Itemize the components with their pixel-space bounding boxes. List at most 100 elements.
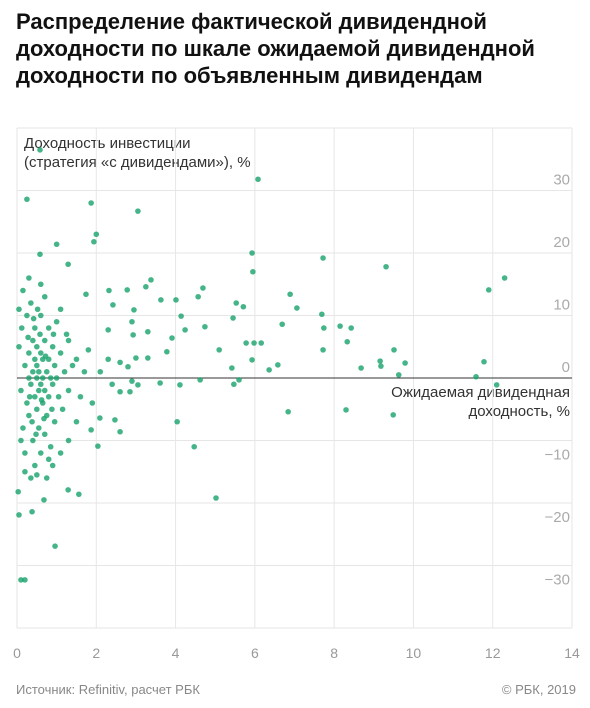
point [24,312,30,319]
point [22,450,28,456]
point [26,275,32,281]
x-tick-label: 14 [564,645,580,661]
point [173,297,179,303]
point [65,387,72,394]
point [57,350,64,356]
point [230,315,236,321]
x-tick-label: 4 [172,645,180,661]
point [30,337,36,344]
point [47,443,54,450]
point [34,472,40,478]
point [377,358,383,364]
point [32,462,38,469]
x-tick-label: 8 [330,645,338,661]
point [105,327,111,333]
point [65,337,72,344]
point [88,200,94,206]
point [37,331,43,338]
x-axis-label: Ожидаемая дивидендная [391,384,570,401]
point [57,306,64,313]
point [16,512,22,518]
point [52,543,58,549]
point [49,343,56,350]
point [39,375,46,381]
point [158,297,164,303]
point [18,577,24,583]
point [77,393,84,400]
point [20,425,26,431]
point [29,508,35,515]
point [266,367,272,373]
point [105,356,111,363]
point [37,281,44,288]
point [24,196,30,203]
point [24,400,30,406]
point [169,335,175,341]
point [18,325,25,331]
point [229,365,235,371]
point [485,287,492,293]
point [240,303,247,310]
point [30,437,36,444]
point [287,291,293,298]
point [73,418,80,425]
point [38,397,45,403]
point [135,382,141,388]
point [395,372,402,378]
point [26,350,32,356]
point [32,325,38,331]
point [195,293,201,300]
point [65,261,71,268]
y-tick-label: −30 [545,572,570,589]
point [320,255,326,261]
point [43,368,50,375]
y-tick-label: −20 [545,509,570,526]
point [236,377,242,383]
point [251,340,257,346]
point [112,417,118,423]
point [51,362,58,369]
y-axis-label: Доходность инвестиции [24,135,190,152]
point [129,378,135,384]
point [37,147,43,153]
point [26,412,32,419]
point [117,359,123,366]
point [47,375,54,381]
point [93,231,100,238]
point [131,307,137,313]
point [320,347,326,353]
point [49,381,56,388]
y-tick-label: 20 [553,234,570,251]
point [258,340,265,346]
point [501,275,508,281]
point [37,312,44,319]
point [28,475,34,481]
point [127,388,133,395]
point [473,373,479,380]
point [110,302,116,308]
point [41,497,47,503]
point [28,300,34,306]
point [275,362,281,368]
point [16,343,22,350]
point [51,418,58,425]
point [164,348,170,355]
point [29,418,35,425]
point [34,362,40,369]
point [53,318,60,325]
point [41,415,47,422]
point [390,412,397,418]
point [37,381,44,388]
point [88,427,94,433]
source: Источник: Refinitiv, расчет РБК [16,682,200,697]
x-axis-label: доходность, % [468,403,570,420]
point [34,306,41,313]
point [109,381,115,388]
point [34,375,40,381]
chart-title: Распределение фактической дивидендной до… [16,9,535,88]
point [83,291,89,298]
point [36,387,42,394]
point [378,363,384,369]
